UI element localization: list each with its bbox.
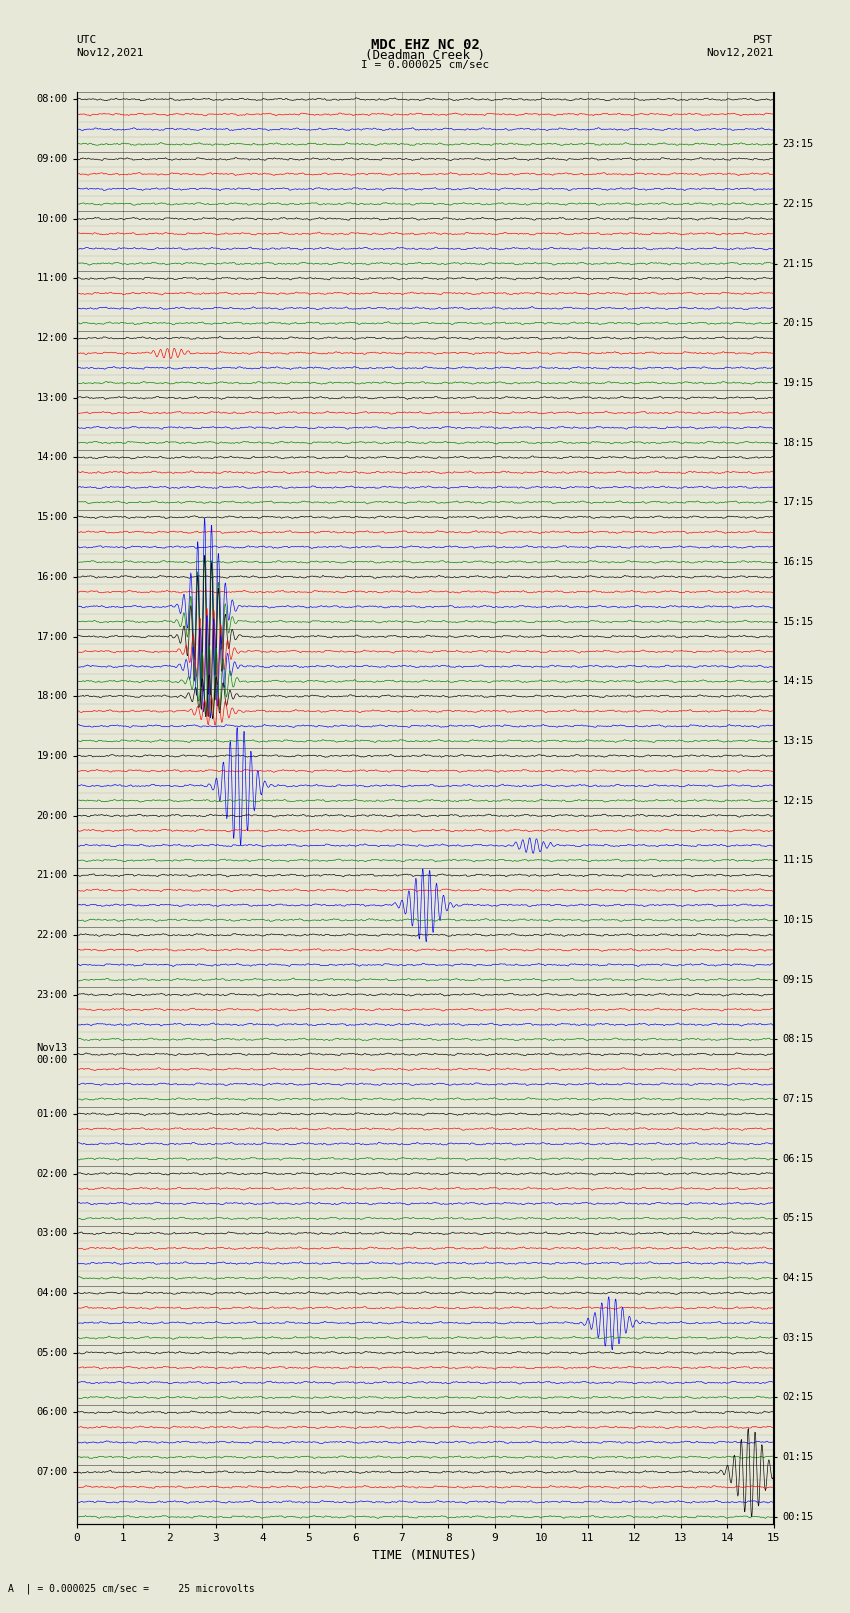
Text: (Deadman Creek ): (Deadman Creek ): [365, 50, 485, 63]
Text: UTC
Nov12,2021: UTC Nov12,2021: [76, 35, 144, 58]
Text: I = 0.000025 cm/sec: I = 0.000025 cm/sec: [361, 60, 489, 69]
Text: PST
Nov12,2021: PST Nov12,2021: [706, 35, 774, 58]
X-axis label: TIME (MINUTES): TIME (MINUTES): [372, 1548, 478, 1561]
Text: A  | = 0.000025 cm/sec =     25 microvolts: A | = 0.000025 cm/sec = 25 microvolts: [8, 1582, 255, 1594]
Text: MDC EHZ NC 02: MDC EHZ NC 02: [371, 37, 479, 52]
